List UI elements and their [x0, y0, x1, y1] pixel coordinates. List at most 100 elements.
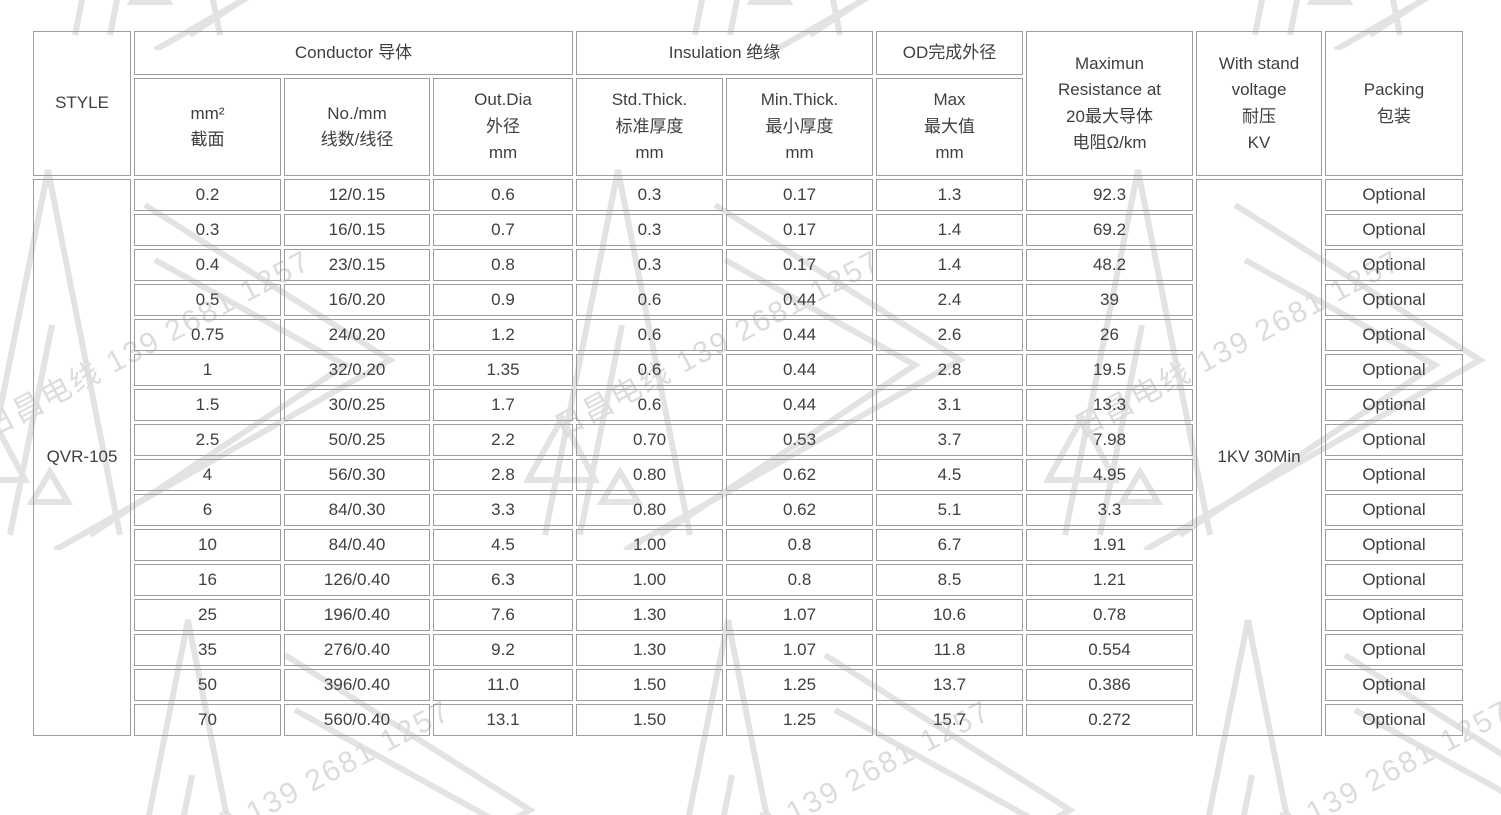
cell-packing: Optional — [1325, 249, 1463, 281]
cell-max: 5.1 — [876, 494, 1023, 526]
table-row: 6 84/0.30 3.3 0.80 0.62 5.1 3.3 Optional — [33, 494, 1463, 526]
cell-std-thick: 1.50 — [576, 704, 723, 736]
watermark-triangle-logo-icon — [692, 0, 870, 50]
cell-mm2: 1 — [134, 354, 281, 386]
col-header-mm2: mm² 截面 — [134, 78, 281, 176]
cell-std-thick: 0.6 — [576, 284, 723, 316]
cell-min-thick: 0.44 — [726, 284, 873, 316]
cell-max: 3.7 — [876, 424, 1023, 456]
cell-no-mm: 126/0.40 — [284, 564, 430, 596]
watermark-tile: 日昌电线 139 2681 1257 — [620, 600, 1100, 815]
cell-packing: Optional — [1325, 424, 1463, 456]
cell-packing: Optional — [1325, 669, 1463, 701]
cell-out-dia: 2.8 — [433, 459, 573, 491]
table-row: 16 126/0.40 6.3 1.00 0.8 8.5 1.21 Optional — [33, 564, 1463, 596]
cell-max: 1.4 — [876, 214, 1023, 246]
col-header-out-dia: Out.Dia 外径 mm — [433, 78, 573, 176]
cell-max: 2.4 — [876, 284, 1023, 316]
col-header-std-thick: Std.Thick. 标准厚度 mm — [576, 78, 723, 176]
cell-packing: Optional — [1325, 179, 1463, 211]
watermark-tile: 日昌电线 139 2681 1257 — [1030, 150, 1501, 550]
table-row: 2.5 50/0.25 2.2 0.70 0.53 3.7 7.98 Optional — [33, 424, 1463, 456]
watermark-triangle-logo-icon — [522, 169, 966, 550]
cell-no-mm: 23/0.15 — [284, 249, 430, 281]
table-row: 1 32/0.20 1.35 0.6 0.44 2.8 19.5 Optional — [33, 354, 1463, 386]
cell-std-thick: 0.3 — [576, 214, 723, 246]
cell-std-thick: 0.6 — [576, 389, 723, 421]
cell-no-mm: 84/0.40 — [284, 529, 430, 561]
cell-min-thick: 1.25 — [726, 704, 873, 736]
cell-mm2: 10 — [134, 529, 281, 561]
col-header-withstand: With stand voltage 耐压 KV — [1196, 31, 1322, 176]
cell-max: 15.7 — [876, 704, 1023, 736]
cell-max: 2.8 — [876, 354, 1023, 386]
cell-no-mm: 396/0.40 — [284, 669, 430, 701]
spec-table: STYLE Conductor 导体 Insulation 绝缘 OD完成外径 … — [30, 28, 1466, 739]
watermark-triangle-logo-icon — [145, 619, 536, 815]
cell-std-thick: 1.30 — [576, 599, 723, 631]
watermark-tile — [1220, 0, 1501, 50]
table-row: 0.75 24/0.20 1.2 0.6 0.44 2.6 26 Optional — [33, 319, 1463, 351]
cell-resistance: 0.386 — [1026, 669, 1193, 701]
cell-max: 6.7 — [876, 529, 1023, 561]
col-group-od: OD完成外径 — [876, 31, 1023, 75]
cell-mm2: 16 — [134, 564, 281, 596]
cell-no-mm: 24/0.20 — [284, 319, 430, 351]
cell-min-thick: 0.44 — [726, 354, 873, 386]
cell-std-thick: 0.80 — [576, 459, 723, 491]
cell-min-thick: 1.07 — [726, 599, 873, 631]
cell-no-mm: 84/0.30 — [284, 494, 430, 526]
cell-out-dia: 0.9 — [433, 284, 573, 316]
table-row: 0.4 23/0.15 0.8 0.3 0.17 1.4 48.2 Optional — [33, 249, 1463, 281]
cell-out-dia: 0.7 — [433, 214, 573, 246]
cell-mm2: 1.5 — [134, 389, 281, 421]
cell-packing: Optional — [1325, 704, 1463, 736]
watermark-triangle-logo-icon — [1252, 0, 1430, 50]
cell-min-thick: 0.8 — [726, 529, 873, 561]
watermark-tile: 日昌电线 139 2681 1257 — [1140, 600, 1501, 815]
table-row: 4 56/0.30 2.8 0.80 0.62 4.5 4.95 Optional — [33, 459, 1463, 491]
cell-std-thick: 0.3 — [576, 179, 723, 211]
cell-resistance: 3.3 — [1026, 494, 1193, 526]
cell-no-mm: 276/0.40 — [284, 634, 430, 666]
cell-mm2: 50 — [134, 669, 281, 701]
watermark-triangle-logo-icon — [1042, 169, 1486, 550]
cell-out-dia: 0.8 — [433, 249, 573, 281]
table-row: 10 84/0.40 4.5 1.00 0.8 6.7 1.91 Optional — [33, 529, 1463, 561]
style-value-cell: QVR-105 — [33, 179, 131, 736]
cell-mm2: 0.4 — [134, 249, 281, 281]
cell-no-mm: 32/0.20 — [284, 354, 430, 386]
cell-resistance: 0.272 — [1026, 704, 1193, 736]
col-header-style: STYLE — [33, 31, 131, 176]
spec-table-body: QVR-105 0.2 12/0.15 0.6 0.3 0.17 1.3 92.3 1KV 30… — [33, 179, 1463, 736]
cell-std-thick: 0.70 — [576, 424, 723, 456]
cell-out-dia: 9.2 — [433, 634, 573, 666]
cell-min-thick: 0.17 — [726, 179, 873, 211]
cell-resistance: 4.95 — [1026, 459, 1193, 491]
cell-packing: Optional — [1325, 354, 1463, 386]
withstand-value-cell: 1KV 30Min — [1196, 179, 1322, 736]
cell-no-mm: 16/0.20 — [284, 284, 430, 316]
cell-out-dia: 13.1 — [433, 704, 573, 736]
cell-out-dia: 1.2 — [433, 319, 573, 351]
cell-packing: Optional — [1325, 214, 1463, 246]
cell-resistance: 7.98 — [1026, 424, 1193, 456]
cell-resistance: 1.91 — [1026, 529, 1193, 561]
cell-min-thick: 1.25 — [726, 669, 873, 701]
cell-no-mm: 560/0.40 — [284, 704, 430, 736]
cell-min-thick: 0.62 — [726, 459, 873, 491]
cell-out-dia: 6.3 — [433, 564, 573, 596]
cell-std-thick: 0.3 — [576, 249, 723, 281]
cell-resistance: 19.5 — [1026, 354, 1193, 386]
cell-no-mm: 12/0.15 — [284, 179, 430, 211]
watermark-triangle-logo-icon — [0, 169, 396, 550]
cell-out-dia: 7.6 — [433, 599, 573, 631]
watermark-tile — [660, 0, 1140, 50]
table-row: 0.3 16/0.15 0.7 0.3 0.17 1.4 69.2 Optional — [33, 214, 1463, 246]
cell-mm2: 6 — [134, 494, 281, 526]
cell-no-mm: 30/0.25 — [284, 389, 430, 421]
cell-max: 3.1 — [876, 389, 1023, 421]
watermark-tile: 日昌电线 139 2681 1257 — [510, 150, 990, 550]
col-header-resistance: Maximun Resistance at 20最大导体 电阻Ω/km — [1026, 31, 1193, 176]
cell-mm2: 0.75 — [134, 319, 281, 351]
